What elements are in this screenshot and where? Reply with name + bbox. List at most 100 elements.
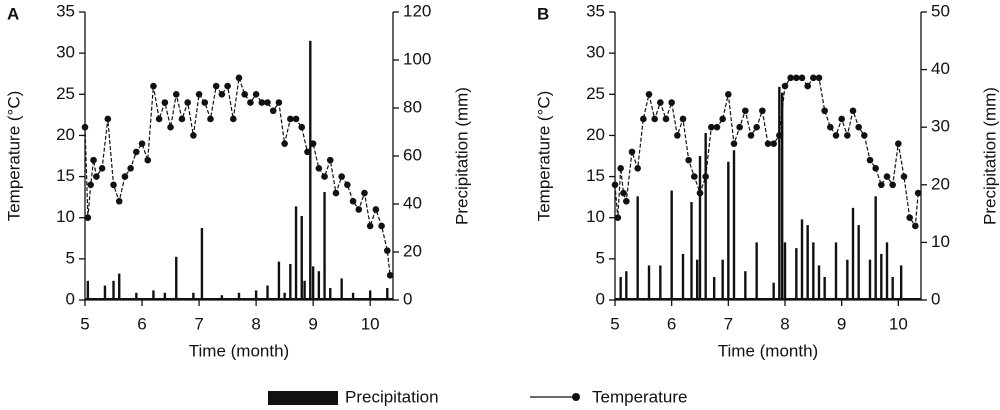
y2-tick-label: 40: [403, 193, 422, 212]
temperature-point: [172, 90, 180, 98]
temperature-point: [628, 148, 636, 156]
temperature-point: [355, 206, 363, 213]
precipitation-bar: [323, 192, 326, 300]
y-tick-label: 15: [56, 166, 75, 185]
temperature-point: [212, 82, 220, 90]
temperature-point: [235, 74, 243, 82]
precipitation-bar: [300, 216, 303, 300]
precipitation-bar: [659, 265, 662, 300]
precipitation-bar: [834, 242, 838, 300]
temperature-point: [866, 156, 874, 164]
y2-tick-label: 0: [931, 289, 940, 308]
precipitation-bar: [103, 285, 107, 300]
x-tick-label: 7: [194, 314, 203, 333]
temperature-point: [787, 74, 794, 82]
precipitation-bar: [695, 259, 699, 300]
precipitation-bar: [690, 202, 693, 300]
temperature-point: [298, 123, 306, 131]
temperature-point: [702, 173, 709, 180]
y-axis-label: Temperature (°C): [4, 91, 23, 222]
temperature-point: [184, 99, 191, 106]
panel-label: B: [537, 4, 549, 23]
precipitation-bar: [351, 292, 355, 300]
temperature-point: [736, 123, 743, 131]
temperature-point: [104, 115, 112, 123]
temperature-point: [326, 156, 334, 164]
precipitation-bar: [636, 196, 639, 300]
temperature-point: [906, 214, 913, 222]
temperature-point: [264, 99, 271, 106]
y-tick-label: 30: [586, 43, 605, 62]
x-tick-label: 8: [251, 314, 260, 333]
temperature-point: [747, 132, 755, 139]
temperature-point: [304, 148, 311, 156]
temperature-point: [178, 115, 186, 123]
precipitation-bar: [817, 265, 821, 300]
y2-tick-label: 20: [931, 174, 950, 193]
temperature-point: [121, 173, 129, 180]
precipitation-bar: [812, 242, 815, 300]
panel-label: A: [7, 4, 19, 23]
temperature-point: [361, 189, 368, 197]
temperature-point: [115, 197, 123, 205]
x-tick-label: 9: [837, 314, 846, 333]
precipitation-bar: [868, 259, 872, 300]
precipitation-bar: [311, 266, 315, 300]
x-axis-label: Time (month): [189, 341, 289, 360]
temperature-point: [332, 189, 340, 197]
temperature-point: [815, 74, 823, 82]
temperature-point: [759, 107, 766, 115]
temperature-point: [144, 156, 152, 164]
precipitation-bar: [283, 292, 286, 300]
precipitation-bar: [386, 288, 389, 300]
temperature-point: [844, 132, 851, 139]
temperature-point: [309, 140, 317, 147]
temperature-point: [781, 82, 789, 90]
precipitation-bar: [220, 295, 224, 300]
precipitation-bar: [783, 242, 787, 300]
temperature-point: [378, 222, 385, 230]
temperature-point: [895, 140, 902, 147]
temperature-point: [366, 222, 374, 230]
precipitation-bar: [303, 280, 306, 300]
precipitation-bar: [317, 271, 321, 300]
y2-axis-label: Precipitation (mm): [452, 87, 471, 225]
temperature-point: [810, 74, 817, 82]
precipitation-bar: [772, 282, 775, 300]
precipitation-bar: [647, 265, 651, 300]
y-tick-label: 20: [56, 125, 75, 144]
precipitation-bar: [289, 264, 292, 300]
temperature-point: [87, 181, 95, 189]
temperature-point: [167, 123, 174, 131]
precipitation-bar: [192, 292, 195, 300]
temperature-point: [662, 115, 670, 123]
y-tick-label: 35: [586, 1, 605, 20]
y-tick-label: 15: [586, 166, 605, 185]
temperature-point: [674, 132, 681, 139]
temperature-point: [793, 74, 800, 82]
precipitation-bar: [152, 290, 155, 300]
temperature-point: [133, 148, 140, 156]
y2-tick-label: 10: [931, 232, 950, 251]
legend-label: Temperature: [592, 387, 687, 406]
temperature-point: [195, 90, 203, 98]
temperature-point: [241, 90, 249, 98]
precipitation-bar: [254, 290, 258, 300]
temperature-point: [344, 181, 351, 189]
temperature-point: [81, 123, 89, 131]
y-tick-label: 30: [56, 43, 75, 62]
y2-tick-label: 50: [931, 1, 950, 20]
temperature-point: [912, 222, 919, 230]
temperature-point: [247, 99, 254, 106]
temperature-point: [849, 107, 857, 115]
temperature-point: [883, 173, 891, 180]
temperature-point: [229, 115, 237, 123]
x-tick-label: 5: [80, 314, 89, 333]
temperature-point: [207, 115, 214, 123]
y-tick-label: 0: [596, 289, 605, 308]
precipitation-bar: [112, 280, 115, 300]
precipitation-bar: [329, 288, 332, 300]
x-tick-label: 10: [361, 314, 380, 333]
temperature-point: [764, 140, 772, 147]
legend-label: Precipitation: [345, 387, 439, 406]
